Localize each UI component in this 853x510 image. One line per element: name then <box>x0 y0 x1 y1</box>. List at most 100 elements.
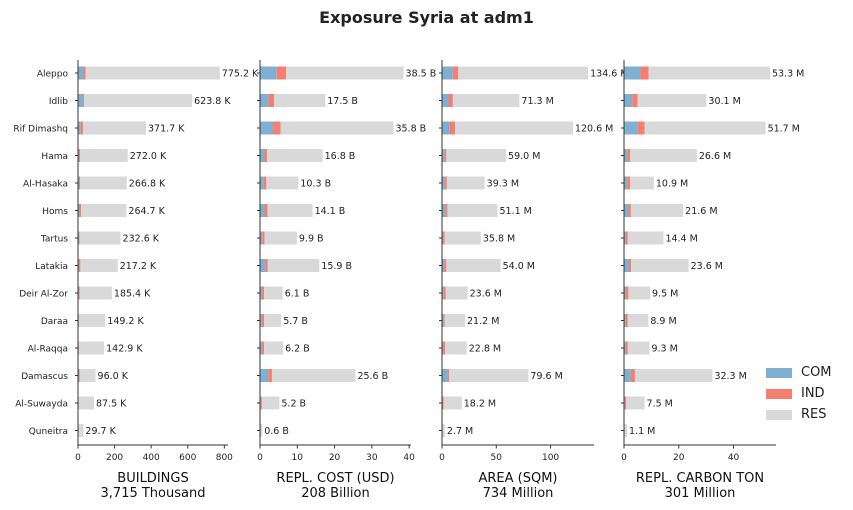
bar-0-1-res <box>84 94 193 107</box>
legend-swatch-ind <box>766 388 792 399</box>
bar-label-3-10: 9.3 M <box>651 344 677 355</box>
bar-3-7-ind <box>628 259 632 272</box>
bar-label-1-4: 10.3 B <box>300 179 331 190</box>
bar-2-9-res <box>444 314 466 327</box>
bar-1-7-res <box>267 259 320 272</box>
bar-2-3-com <box>442 149 445 162</box>
bar-label-1-1: 17.5 B <box>327 96 358 107</box>
bar-label-2-0: 134.6 M <box>590 69 628 80</box>
bar-2-9-ind <box>443 314 445 327</box>
bar-2-4-com <box>442 176 445 190</box>
legend-swatch-com <box>766 367 792 378</box>
bar-0-5-com <box>78 204 80 217</box>
bar-0-1-ind <box>83 94 85 107</box>
bar-label-1-6: 9.9 B <box>299 234 324 245</box>
bar-1-5-res <box>267 204 313 217</box>
bar-1-4-res <box>266 176 299 190</box>
category-label-4: Al-Hasaka <box>23 180 68 190</box>
bar-2-7-com <box>442 259 445 272</box>
bar-1-5-com <box>260 204 265 217</box>
x-axis-total-0: 3,715 Thousand <box>101 486 206 501</box>
bar-1-8-res <box>264 286 283 300</box>
bar-3-6-res <box>627 231 664 245</box>
bar-2-10-res <box>445 341 467 355</box>
bar-label-2-4: 39.3 M <box>487 179 519 190</box>
bar-label-2-13: 2.7 M <box>447 426 473 437</box>
bar-label-3-0: 53.3 M <box>772 69 804 80</box>
bar-label-2-6: 35.8 M <box>483 234 515 245</box>
category-label-0: Aleppo <box>37 70 69 80</box>
bar-label-2-2: 120.6 M <box>575 124 613 135</box>
x-tick-label-1-2: 20 <box>329 453 341 463</box>
bar-1-0-res <box>286 66 404 80</box>
bar-3-4-res <box>630 176 654 190</box>
x-axis-label-0: BUILDINGS <box>117 471 188 486</box>
x-axis-label-2: AREA (SQM) <box>478 471 557 486</box>
bar-3-8-ind <box>625 286 629 300</box>
x-tick-label-1-1: 10 <box>292 453 304 463</box>
category-label-13: Quneitra <box>29 427 68 437</box>
bar-1-10-com <box>260 341 262 355</box>
bar-2-1-ind <box>448 94 453 107</box>
bar-0-7-res <box>80 259 118 272</box>
x-tick-label-1-3: 30 <box>366 453 378 463</box>
bar-1-13-res <box>260 424 263 437</box>
category-label-6: Tartus <box>40 235 68 245</box>
bar-1-4-com <box>260 176 264 190</box>
bar-label-1-10: 6.2 B <box>285 344 310 355</box>
bar-2-8-ind <box>443 286 446 300</box>
x-tick-label-0-3: 600 <box>179 453 196 463</box>
legend-item-ind: IND <box>766 383 832 404</box>
bar-3-6-ind <box>625 231 628 245</box>
bar-label-0-10: 142.9 K <box>106 344 143 355</box>
bar-0-5-res <box>81 204 127 217</box>
x-tick-label-0-2: 400 <box>143 453 160 463</box>
bar-1-3-ind <box>264 149 268 162</box>
bar-3-10-res <box>627 341 650 355</box>
bar-label-1-11: 25.6 B <box>357 371 388 382</box>
bar-3-6-com <box>624 231 626 245</box>
bar-label-1-2: 35.8 B <box>395 124 426 135</box>
bar-1-2-ind <box>273 121 281 135</box>
bar-0-8-ind <box>79 286 80 300</box>
bar-2-7-ind <box>444 259 447 272</box>
bar-2-0-res <box>458 66 589 80</box>
bar-2-3-ind <box>444 149 447 162</box>
bar-0-10-res <box>79 341 105 355</box>
bar-2-0-ind <box>452 66 459 80</box>
bar-3-9-com <box>624 314 626 327</box>
bar-2-5-com <box>442 204 446 217</box>
legend-item-com: COM <box>766 362 832 383</box>
bar-1-1-ind <box>268 94 275 107</box>
category-label-10: Al-Raqqa <box>28 345 68 355</box>
category-label-7: Latakia <box>35 262 68 272</box>
bar-label-3-6: 14.4 M <box>665 234 697 245</box>
bar-3-0-res <box>648 66 770 80</box>
bar-label-2-3: 59.0 M <box>508 151 540 162</box>
bar-1-7-com <box>260 259 266 272</box>
bar-2-6-ind <box>443 231 445 245</box>
bar-0-2-ind <box>80 121 84 135</box>
bar-0-6-com <box>78 231 80 245</box>
bar-1-10-res <box>264 341 284 355</box>
bar-2-6-res <box>444 231 481 245</box>
bar-2-12-res <box>443 396 462 410</box>
bar-0-11-com <box>78 369 80 382</box>
bar-2-11-res <box>449 369 529 382</box>
bar-label-0-5: 264.7 K <box>128 206 165 217</box>
bar-0-13-res <box>78 424 84 437</box>
bar-1-0-com <box>260 66 277 80</box>
bar-label-3-11: 32.3 M <box>714 371 746 382</box>
bar-label-0-2: 371.7 K <box>148 124 185 135</box>
bar-1-9-com <box>260 314 262 327</box>
bar-1-6-ind <box>262 231 265 245</box>
bar-3-12-ind <box>624 396 627 410</box>
bar-2-1-res <box>452 94 520 107</box>
legend: COM IND RES <box>766 362 832 425</box>
bar-label-3-5: 21.6 M <box>685 206 717 217</box>
x-axis-total-1: 208 Billion <box>301 486 370 501</box>
bar-3-5-res <box>630 204 684 217</box>
bar-3-10-com <box>624 341 626 355</box>
x-tick-label-1-0: 0 <box>257 453 263 463</box>
bar-label-3-7: 23.6 M <box>691 261 723 272</box>
